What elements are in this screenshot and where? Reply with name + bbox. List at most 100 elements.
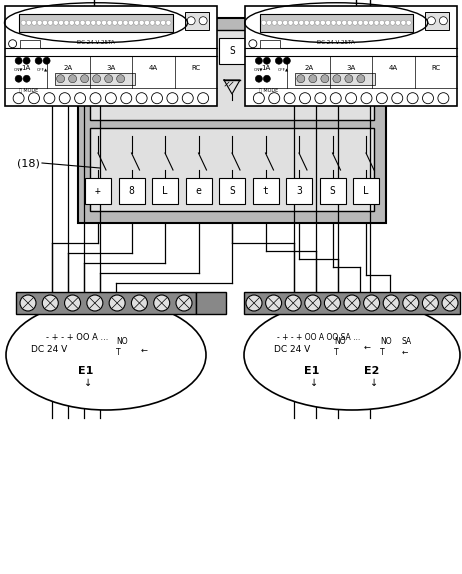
Circle shape: [92, 75, 101, 83]
Circle shape: [255, 75, 262, 82]
Text: 8: 8: [128, 46, 134, 56]
Circle shape: [136, 92, 147, 104]
Circle shape: [43, 57, 50, 64]
Bar: [152, 38, 178, 64]
Circle shape: [269, 92, 280, 104]
Circle shape: [57, 75, 65, 83]
Circle shape: [105, 92, 116, 104]
Bar: [85, 38, 111, 64]
Circle shape: [363, 20, 368, 25]
Circle shape: [369, 20, 374, 25]
Bar: [295, 73, 375, 85]
Text: - + - + OO A ...: - + - + OO A ...: [46, 332, 109, 342]
Bar: [19, 40, 40, 48]
Circle shape: [390, 20, 395, 25]
Bar: [219, 178, 245, 204]
Circle shape: [44, 92, 55, 104]
Text: L: L: [363, 46, 369, 56]
Circle shape: [299, 92, 310, 104]
Text: t: t: [262, 46, 268, 56]
Circle shape: [385, 20, 390, 25]
Circle shape: [145, 20, 150, 25]
Circle shape: [358, 20, 363, 25]
Circle shape: [20, 295, 36, 311]
Circle shape: [176, 295, 192, 311]
Text: 2A: 2A: [304, 65, 313, 71]
Bar: [186, 38, 212, 64]
Circle shape: [187, 17, 195, 25]
Circle shape: [288, 20, 293, 25]
Circle shape: [336, 20, 341, 25]
Circle shape: [139, 20, 144, 25]
Circle shape: [439, 17, 447, 25]
Circle shape: [344, 295, 360, 311]
Circle shape: [272, 20, 277, 25]
Circle shape: [310, 20, 315, 25]
Text: L: L: [162, 186, 168, 196]
Circle shape: [69, 20, 74, 25]
Circle shape: [43, 20, 48, 25]
Circle shape: [90, 92, 101, 104]
Circle shape: [43, 295, 58, 311]
Circle shape: [21, 20, 26, 25]
Text: L: L: [363, 186, 369, 196]
Circle shape: [422, 295, 438, 311]
Bar: [253, 178, 279, 204]
Circle shape: [267, 20, 272, 25]
Circle shape: [379, 20, 384, 25]
Text: 8: 8: [128, 186, 134, 196]
Circle shape: [283, 57, 290, 64]
Bar: [219, 38, 245, 64]
Bar: [5, 6, 217, 106]
Circle shape: [438, 92, 449, 104]
Circle shape: [15, 75, 22, 82]
Circle shape: [198, 92, 209, 104]
Circle shape: [131, 295, 147, 311]
Bar: [196, 292, 226, 314]
Circle shape: [285, 295, 301, 311]
Bar: [90, 128, 374, 211]
Circle shape: [29, 92, 39, 104]
Circle shape: [150, 20, 155, 25]
Circle shape: [104, 75, 113, 83]
Circle shape: [26, 20, 31, 25]
Circle shape: [374, 20, 379, 25]
Circle shape: [284, 92, 295, 104]
Text: e: e: [195, 46, 201, 56]
Text: 2A: 2A: [64, 65, 73, 71]
Circle shape: [315, 92, 326, 104]
Circle shape: [35, 57, 42, 64]
Circle shape: [246, 295, 262, 311]
Circle shape: [401, 20, 406, 25]
Circle shape: [299, 20, 304, 25]
Circle shape: [112, 20, 117, 25]
Bar: [320, 38, 346, 64]
Text: 4A: 4A: [149, 65, 158, 71]
Circle shape: [253, 92, 264, 104]
Circle shape: [166, 20, 171, 25]
Bar: [185, 11, 209, 30]
Circle shape: [167, 92, 178, 104]
Circle shape: [64, 20, 69, 25]
Text: S: S: [329, 186, 335, 196]
Circle shape: [263, 57, 270, 64]
Text: - + - + OO A OO SA ...: - + - + OO A OO SA ...: [277, 332, 360, 342]
Text: 1A: 1A: [21, 65, 30, 71]
Bar: [253, 38, 279, 64]
Bar: [244, 292, 460, 314]
Text: RC: RC: [432, 65, 441, 71]
Circle shape: [315, 20, 320, 25]
Text: DC 24 V: DC 24 V: [31, 346, 67, 355]
Text: +: +: [95, 186, 101, 196]
Circle shape: [123, 20, 128, 25]
Circle shape: [283, 20, 288, 25]
Text: DC 24 V: DC 24 V: [274, 346, 310, 355]
Bar: [55, 73, 134, 85]
Circle shape: [333, 75, 341, 83]
Bar: [85, 178, 111, 204]
Circle shape: [427, 17, 435, 25]
Text: S: S: [329, 46, 335, 56]
Circle shape: [330, 92, 341, 104]
Circle shape: [324, 295, 340, 311]
Bar: [286, 38, 312, 64]
